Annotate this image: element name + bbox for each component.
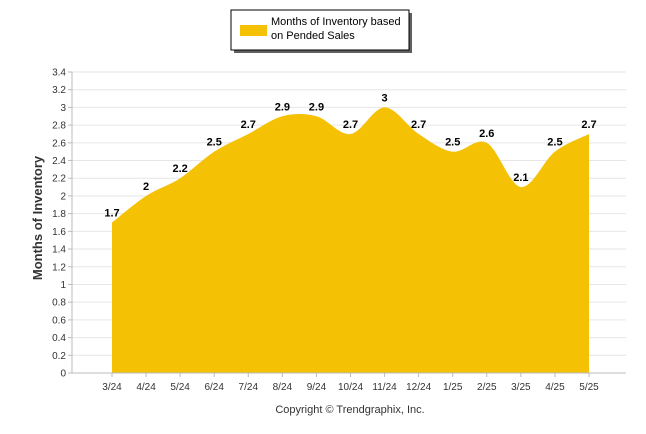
y-tick-label: 3.2 [52,85,66,96]
data-label: 3 [382,92,388,104]
data-label: 2.6 [479,128,494,140]
x-tick-labels: 3/24 4/24 5/24 6/24 7/24 8/24 9/24 10/24 11/24 12… [102,373,599,393]
x-tick-label: 10/24 [338,382,363,393]
x-tick-label: 4/24 [136,382,156,393]
y-tick-label: 2.6 [52,138,66,149]
y-tick-label: 1.6 [52,227,66,238]
legend-label-line-2: on Pended Sales [271,30,355,42]
data-label: 2.5 [445,137,460,149]
data-label: 2.9 [275,101,290,113]
y-tick-label: 1 [60,280,66,291]
x-tick-label: 3/24 [102,382,122,393]
legend-label-line-1: Months of Inventory based [271,16,401,28]
data-label: 1.7 [104,208,119,220]
y-tick-label: 0.4 [52,333,66,344]
data-label: 2.7 [343,119,358,131]
y-tick-label: 2.8 [52,121,66,132]
data-label: 2.2 [172,163,187,175]
x-tick-label: 5/25 [579,382,599,393]
y-tick-label: 3 [60,103,66,114]
x-tick-label: 5/24 [170,382,190,393]
x-tick-label: 4/25 [545,382,565,393]
x-tick-label: 8/24 [273,382,293,393]
data-label: 2.7 [581,119,596,131]
data-label: 2.5 [547,137,562,149]
y-tick-labels: 0 0.2 0.4 0.6 0.8 1 1.2 1.4 1.6 1.8 2 2.2 2.4 2.6 2.8 3… [52,68,66,380]
x-tick-label: 2/25 [477,382,497,393]
y-tick-label: 2.4 [52,156,66,167]
data-labels: 1.7 2 2.2 2.5 2.7 2.9 2.9 2.7 3 2.7 2.5 2.6 2.1 2.5 2.… [104,92,596,219]
legend: Months of Inventory based on Pended Sale… [230,9,412,53]
y-axis-title: Months of Inventory [30,155,45,280]
area-series [112,107,589,373]
x-tick-label: 3/25 [511,382,531,393]
x-tick-label: 1/25 [443,382,463,393]
copyright-text: Copyright © Trendgraphix, Inc. [275,404,424,416]
data-label: 2.7 [411,119,426,131]
y-tick-label: 0.8 [52,298,66,309]
x-tick-label: 6/24 [204,382,224,393]
x-tick-label: 7/24 [239,382,259,393]
y-tick-label: 1.2 [52,262,66,273]
legend-swatch [240,25,267,36]
x-tick-label: 9/24 [307,382,327,393]
y-tick-label: 0.6 [52,315,66,326]
x-tick-label: 12/24 [406,382,431,393]
y-tick-label: 3.4 [52,68,66,79]
y-tick-label: 1.8 [52,209,66,220]
y-tick-label: 0.2 [52,351,66,362]
y-tick-label: 1.4 [52,245,66,256]
data-label: 2.7 [241,119,256,131]
data-label: 2.1 [513,172,528,184]
data-label: 2.9 [309,101,324,113]
axes [71,72,626,374]
x-tick-label: 11/24 [372,382,397,393]
y-tick-label: 0 [60,369,66,380]
data-label: 2 [143,181,149,193]
y-tick-label: 2.2 [52,174,66,185]
area-fill [112,107,589,373]
y-tick-label: 2 [60,191,66,202]
data-label: 2.5 [207,137,222,149]
